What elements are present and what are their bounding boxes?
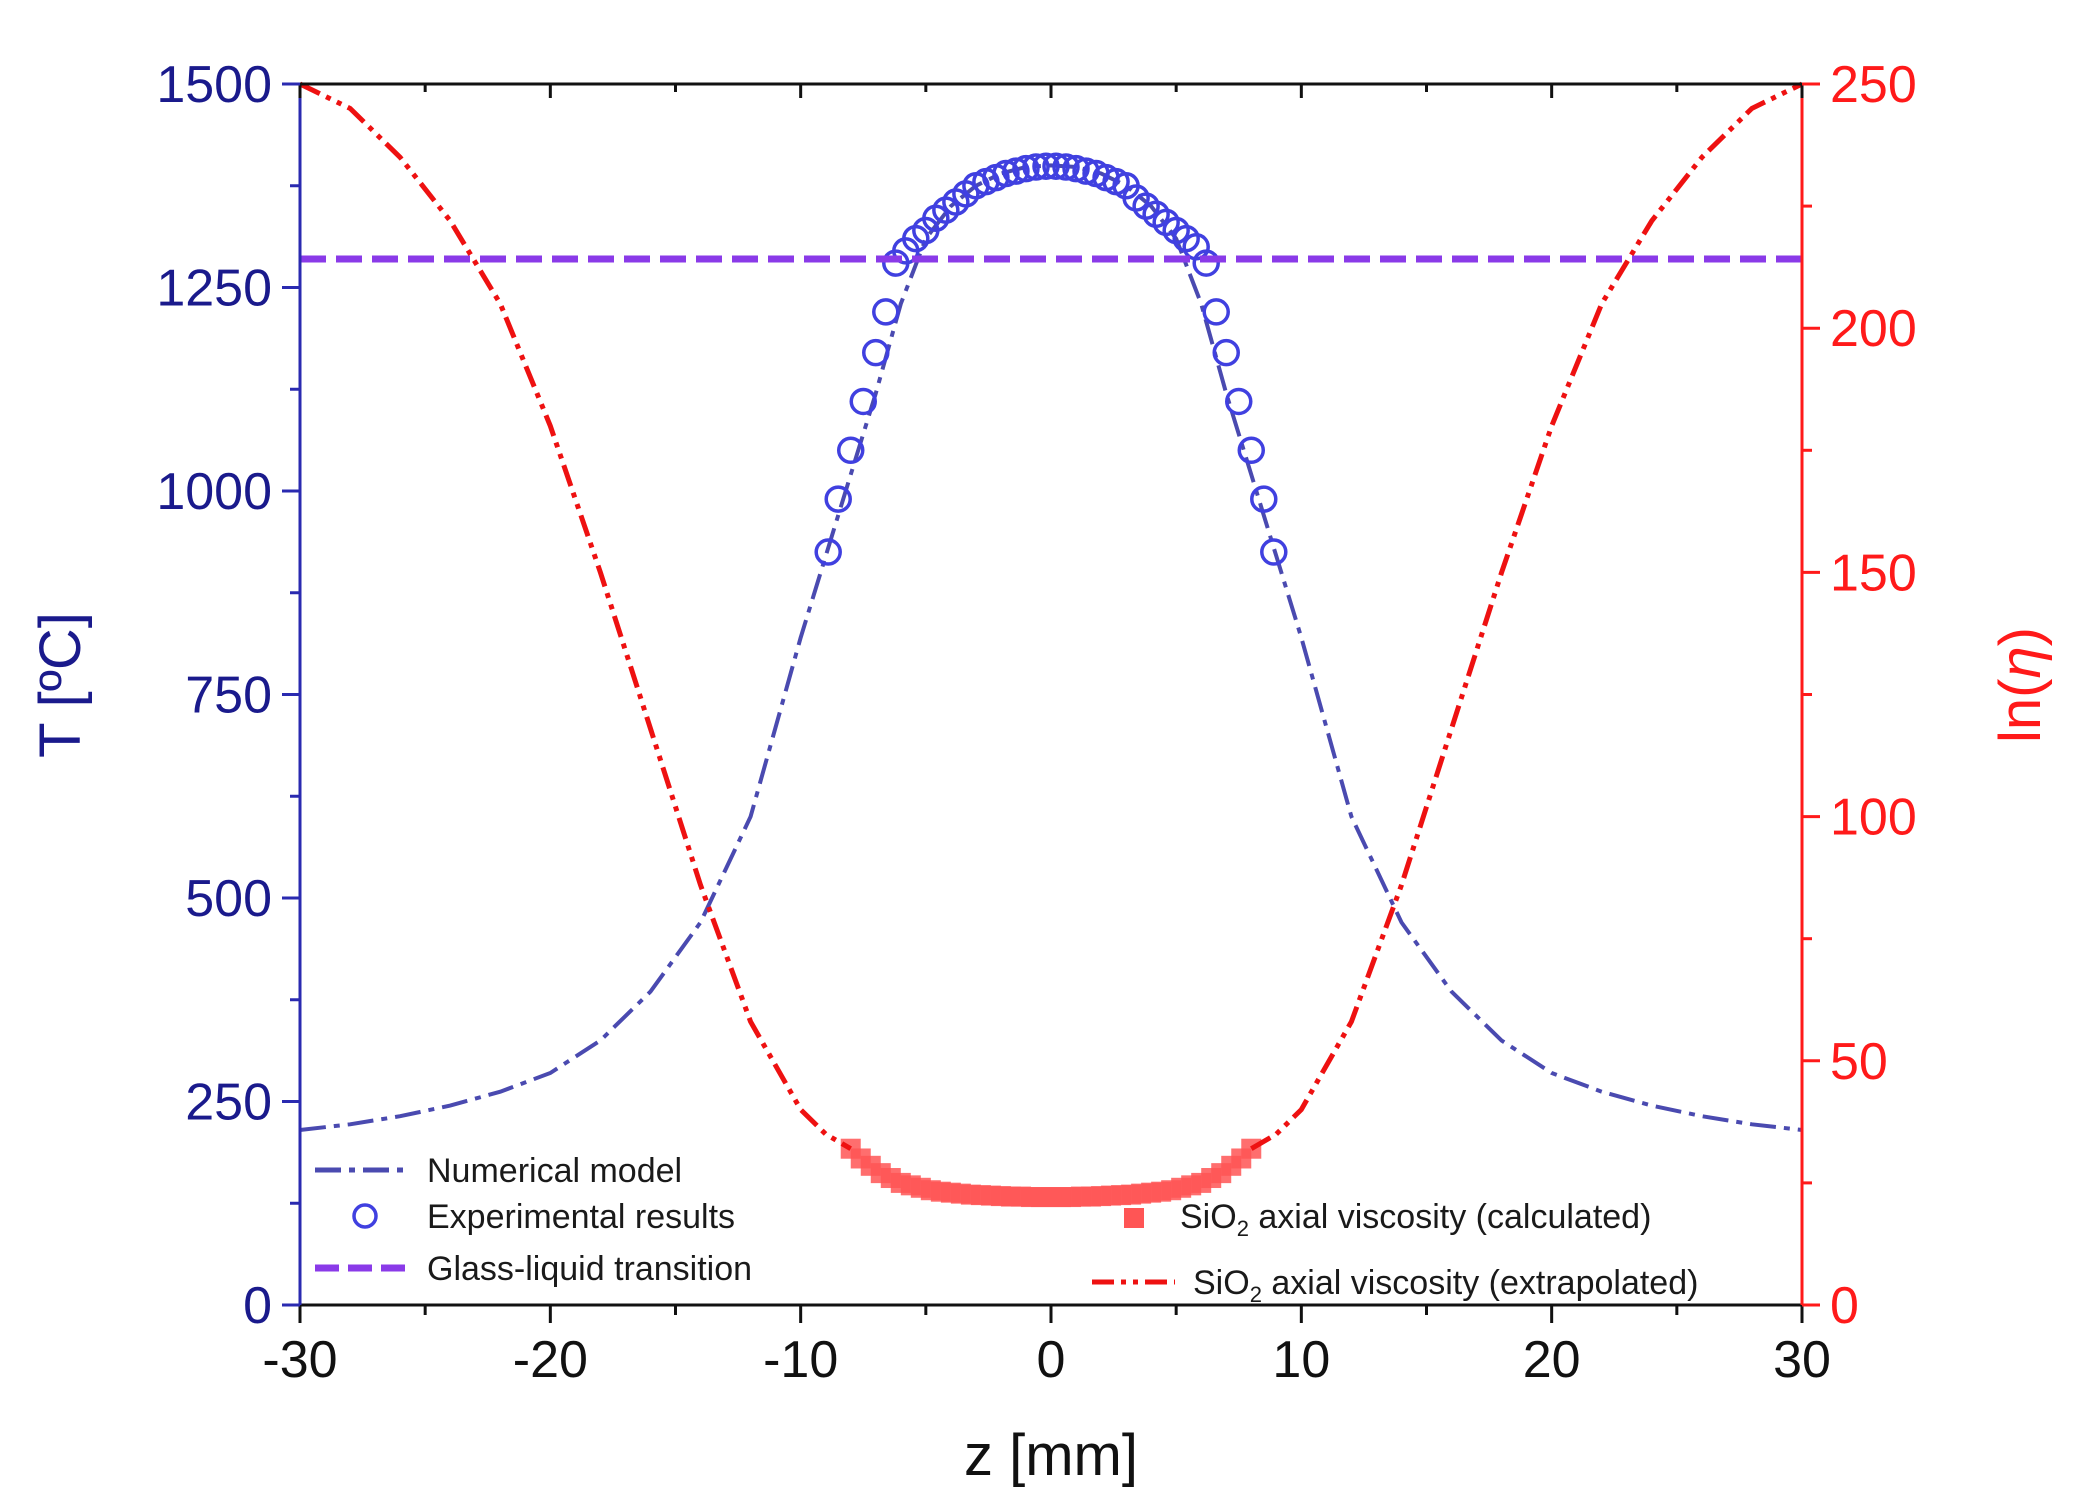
legend-left: Numerical model Experimental results Gla… xyxy=(315,1152,752,1288)
legend-swatch-experimental-results xyxy=(352,1203,378,1229)
experimental-point xyxy=(1260,538,1288,566)
y-right-title-symbol: η xyxy=(1988,646,2053,678)
y-right-tick-label: 150 xyxy=(1830,544,1917,602)
experimental-point xyxy=(824,485,852,513)
y-right-tick-label: 100 xyxy=(1830,789,1917,847)
y-right-tick-label: 50 xyxy=(1830,1033,1888,1091)
experimental-point xyxy=(836,436,865,465)
viscosity-extrapolated-right-line xyxy=(1250,81,1804,1151)
y-left-tick-label: 0 xyxy=(243,1277,272,1335)
experimental-point xyxy=(1052,153,1080,181)
viscosity-extrapolated-left-line xyxy=(298,81,852,1151)
legend-label-viscosity-calculated: SiO2 axial viscosity (calculated) xyxy=(1180,1198,1651,1241)
experimental-point xyxy=(1012,154,1040,183)
y-left-tick-label: 750 xyxy=(185,667,272,725)
y-right-axis-title: ln(η) xyxy=(1988,627,2053,743)
legend-swatch-viscosity-calculated xyxy=(1124,1208,1144,1228)
experimental-point xyxy=(1042,152,1070,180)
legend-label-glass-liquid-transition: Glass-liquid transition xyxy=(427,1250,752,1288)
numerical-model-line xyxy=(299,163,1803,1132)
y-left-tick-label: 250 xyxy=(185,1074,272,1132)
experimental-point xyxy=(1225,387,1253,416)
x-tick-label: -30 xyxy=(262,1331,337,1389)
x-tick-label: 20 xyxy=(1523,1331,1581,1389)
y-left-tick-label: 1500 xyxy=(156,56,272,114)
x-tick-label: 0 xyxy=(1037,1331,1066,1389)
experimental-point xyxy=(849,387,877,416)
experimental-point xyxy=(862,338,890,367)
experimental-point xyxy=(1250,485,1278,513)
experimental-point xyxy=(1192,249,1220,277)
experimental-point xyxy=(1002,157,1030,185)
x-tick-label: 30 xyxy=(1773,1331,1831,1389)
y-right-tick-label: 250 xyxy=(1830,56,1917,114)
y-left-tick-label: 500 xyxy=(185,870,272,928)
legend-label-viscosity-extrapolated: SiO2 axial viscosity (extrapolated) xyxy=(1193,1264,1698,1307)
x-tick-label: -10 xyxy=(763,1331,838,1389)
experimental-point xyxy=(872,298,900,326)
y-left-tick-label: 1250 xyxy=(156,260,272,318)
experimental-point xyxy=(992,159,1020,188)
experimental-point xyxy=(1212,338,1240,367)
y-left-tick-label: 1000 xyxy=(156,463,272,521)
experimental-point xyxy=(1032,152,1060,180)
plot-series xyxy=(298,81,1804,1208)
y-right-tick-label: 200 xyxy=(1830,300,1917,358)
ticks: -30 -20 -10 0 10 20 30025050075010001250150005… xyxy=(156,56,1916,1389)
y-right-title-suffix: ) xyxy=(1988,627,2053,646)
legend-label-numerical-model: Numerical model xyxy=(427,1152,682,1190)
x-axis-title: z [mm] xyxy=(964,1423,1138,1488)
x-tick-label: -20 xyxy=(513,1331,588,1389)
y-left-axis-title: T [ºC] xyxy=(28,612,93,758)
legend-right: SiO2 axial viscosity (calculated) SiO2 a… xyxy=(1092,1198,1698,1307)
legend-label-experimental-results: Experimental results xyxy=(427,1198,735,1236)
viscosity-calculated-point xyxy=(1241,1138,1262,1159)
y-right-title-prefix: ln( xyxy=(1988,679,2053,743)
experimental-point xyxy=(1022,153,1050,181)
x-tick-label: 10 xyxy=(1272,1331,1330,1389)
axes xyxy=(298,82,1804,1307)
experimental-point xyxy=(1202,298,1230,326)
experimental-point xyxy=(814,538,842,566)
experimental-point xyxy=(1062,154,1090,183)
experimental-point xyxy=(1237,436,1266,465)
y-right-tick-label: 0 xyxy=(1830,1277,1859,1335)
